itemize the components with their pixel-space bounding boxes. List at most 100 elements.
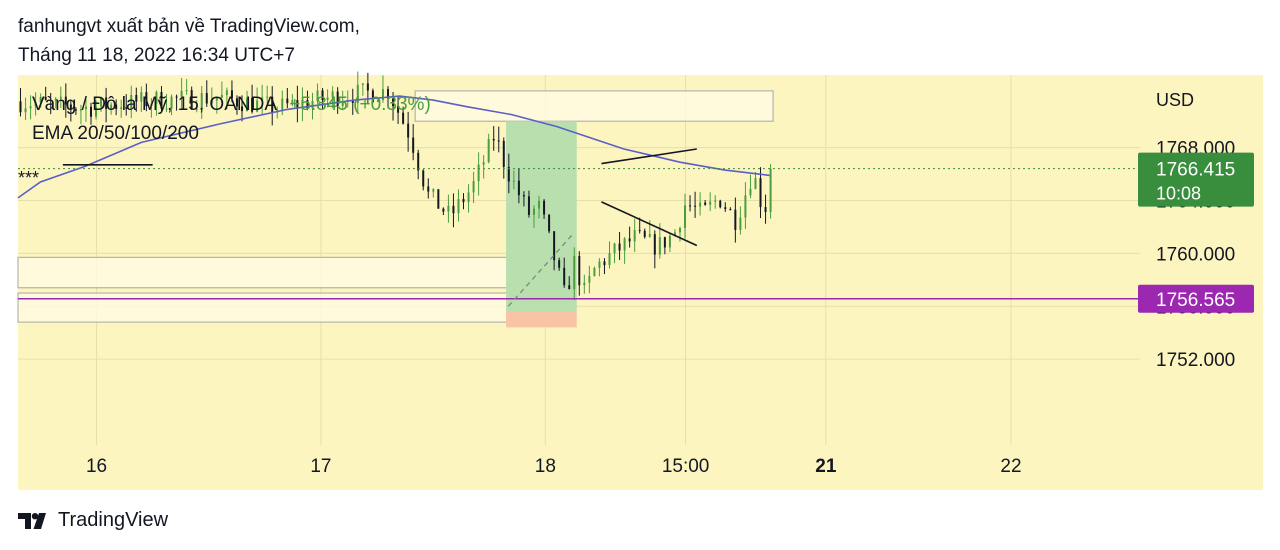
time-tick-label: 17: [310, 456, 331, 477]
candle-body: [442, 208, 445, 212]
candle-body: [246, 98, 249, 112]
candle-body: [44, 96, 47, 100]
brand-name[interactable]: TradingView: [58, 509, 169, 531]
change-label: +5.845 (+0.33%): [289, 94, 431, 115]
price-axis-background[interactable]: [1140, 75, 1263, 445]
candle-body: [548, 214, 551, 232]
candle-body: [266, 96, 269, 98]
last-price-value: 1766.415: [1156, 160, 1235, 181]
candle-body: [734, 209, 737, 230]
candle-body: [628, 238, 631, 242]
trend-lines[interactable]: [62, 148, 698, 307]
candle-body: [432, 189, 435, 192]
candle-body: [573, 255, 576, 290]
bar-countdown: 10:08: [1156, 184, 1201, 204]
candle-body: [553, 231, 556, 261]
candle-body: [502, 140, 505, 167]
candle-body: [699, 202, 702, 207]
candle-body: [543, 200, 546, 215]
candle-body: [376, 100, 379, 103]
candle-body: [205, 93, 208, 104]
candle-body: [678, 228, 681, 233]
currency-label: USD: [1156, 90, 1194, 110]
candle-body: [598, 261, 601, 268]
candle-body: [623, 238, 626, 251]
candle-body: [477, 164, 480, 182]
candle-body: [291, 100, 294, 104]
candle-body: [225, 90, 228, 95]
candle-body: [558, 260, 561, 268]
level-price-value: 1756.565: [1156, 290, 1235, 311]
candle-body: [532, 208, 535, 215]
level-price-badge: 1756.565: [1138, 284, 1254, 313]
candle-body: [361, 83, 364, 85]
candle-body: [125, 107, 128, 109]
candle-body: [130, 94, 133, 109]
candle-body: [89, 106, 92, 117]
candle-body: [24, 108, 27, 113]
symbol-label: Vàng / Đô la Mỹ, 15, OANDA: [32, 94, 277, 115]
candle-body: [527, 196, 530, 215]
candle-body: [472, 181, 475, 193]
candle-body: [487, 138, 490, 163]
candle-body: [704, 202, 707, 205]
candle-body: [412, 137, 415, 153]
candle-body: [29, 106, 32, 109]
candle-body: [764, 207, 767, 212]
candle-body: [79, 109, 82, 111]
candle-body: [195, 108, 198, 110]
candle-body: [306, 100, 309, 109]
candle-body: [215, 97, 218, 101]
candle-body: [583, 282, 586, 286]
candle-body: [668, 235, 671, 248]
candle-body: [744, 195, 747, 218]
candle-body: [618, 243, 621, 251]
candle-body: [366, 83, 369, 91]
candle-body: [397, 106, 400, 113]
candle-body: [684, 205, 687, 229]
candle-body: [568, 285, 571, 290]
candle-body: [200, 93, 203, 109]
candle-body: [311, 100, 314, 109]
price-tick-label: 1760.000: [1156, 244, 1235, 265]
candle-body: [321, 90, 324, 101]
candle-body: [588, 275, 591, 283]
candle-body: [402, 112, 405, 124]
candle-body: [648, 234, 651, 237]
candle-body: [658, 237, 661, 255]
candle-body: [759, 178, 762, 208]
candle-body: [643, 230, 646, 237]
rectangle-zone: [414, 90, 774, 122]
candle-body: [497, 140, 500, 142]
price-tick-label: 1752.000: [1156, 350, 1235, 371]
annotation-text: ***: [18, 168, 39, 188]
trend-line: [601, 201, 698, 247]
candle-body: [241, 106, 244, 112]
candle-body: [381, 89, 384, 101]
tradingview-logo-icon[interactable]: [18, 512, 50, 529]
candle-body: [180, 90, 183, 98]
candle-body: [517, 180, 520, 196]
candle-body: [165, 108, 168, 110]
candle-body: [105, 97, 108, 109]
rectangle-zone: [17, 256, 526, 289]
candle-body: [220, 94, 223, 98]
trend-line: [601, 148, 697, 165]
trend-line: [507, 233, 574, 307]
candle-body: [663, 237, 666, 248]
candle-body: [709, 201, 712, 205]
candle-body: [719, 200, 722, 208]
candle-body: [457, 199, 460, 214]
candle-body: [256, 100, 259, 112]
candle-body: [64, 96, 67, 105]
candle-body: [452, 205, 455, 214]
time-axis-ticks: 16 17 18 15:00 21 22: [86, 456, 1022, 477]
candle-body: [110, 104, 113, 109]
candle-body: [150, 103, 153, 107]
candle-body: [160, 91, 163, 109]
candle-body: [462, 199, 465, 203]
candle-body: [190, 90, 193, 109]
price-chart[interactable]: *** Vàng / Đô la Mỹ, 15, OANDA +5.845 (+…: [0, 0, 1280, 500]
candle-body: [467, 192, 470, 203]
candle-body: [210, 100, 213, 104]
